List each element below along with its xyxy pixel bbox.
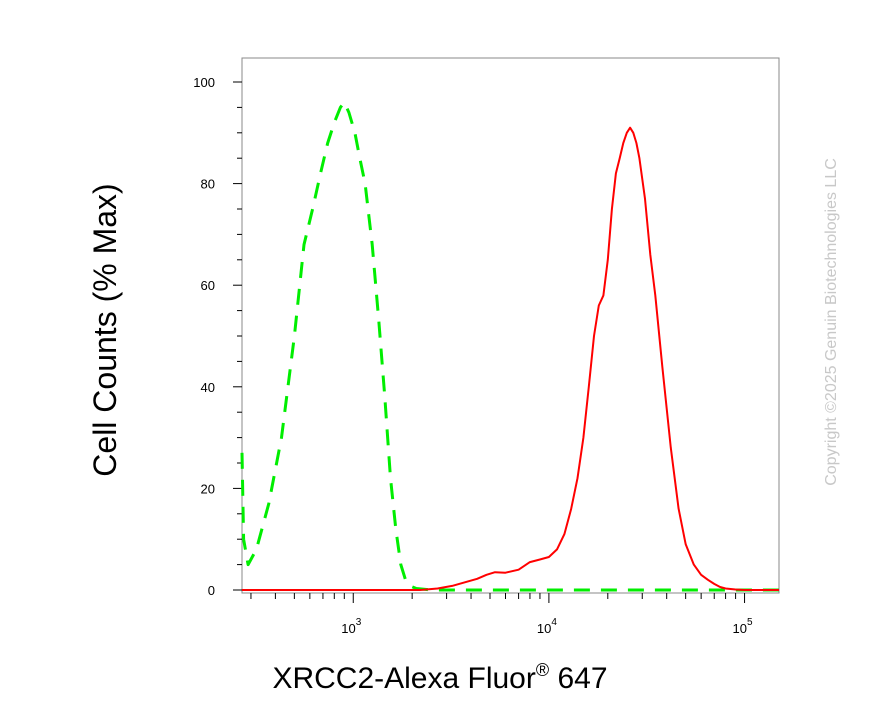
x-axis-title: XRCC2-Alexa Fluor® 647 (272, 660, 607, 695)
series-line-dashed-green (240, 100, 779, 592)
series-layer (240, 100, 779, 592)
watermark: Copyright ©2025 Genuin Biotechnologies L… (823, 158, 840, 486)
y-tick-label: 0 (208, 583, 215, 598)
x-axis-title-suffix: 647 (549, 662, 607, 695)
x-tick-label: 105 (733, 617, 753, 636)
y-axis: 0 20 40 60 80 100 (193, 75, 242, 598)
x-axis-title-main: XRCC2-Alexa Fluor (272, 662, 535, 695)
y-tick-label: 60 (201, 278, 215, 293)
y-tick-label: 20 (201, 481, 215, 496)
x-axis-title-registered: ® (536, 660, 549, 680)
series-line-solid-red (242, 126, 779, 591)
x-axis: 103 104 105 (250, 593, 753, 636)
y-tick-label: 40 (201, 380, 215, 395)
y-tick-label: 100 (193, 75, 215, 90)
x-tick-label: 104 (537, 617, 557, 636)
plot-frame (241, 57, 780, 594)
y-tick-label: 80 (201, 177, 215, 192)
y-axis-title: Cell Counts (% Max) (87, 183, 123, 476)
x-tick-label: 103 (341, 617, 361, 636)
